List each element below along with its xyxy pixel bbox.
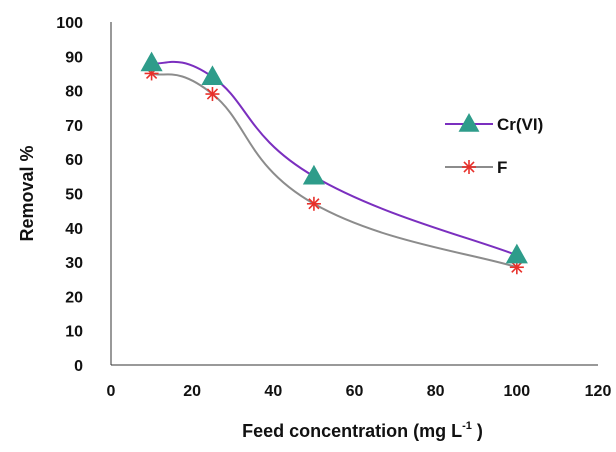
x-tick-label: 80 <box>427 383 445 400</box>
data-point-triangle <box>201 65 224 86</box>
data-point-triangle <box>302 164 325 185</box>
y-tick-labels: 0 10 20 30 40 50 60 70 80 90 100 <box>56 15 83 375</box>
y-tick-label: 20 <box>65 289 83 306</box>
y-tick-label: 50 <box>65 187 83 204</box>
x-tick-label: 100 <box>503 383 530 400</box>
legend-item: F <box>445 158 507 177</box>
legend-marker-triangle <box>458 113 480 132</box>
data-point-asterisk <box>306 196 321 211</box>
data-point-asterisk <box>205 87 220 102</box>
legend-marker-asterisk <box>462 160 476 174</box>
y-tick-label: 60 <box>65 152 83 169</box>
x-axis-title: Feed concentration (mg L-1 ) <box>242 420 483 441</box>
series-line <box>151 72 518 269</box>
x-tick-label: 0 <box>107 383 116 400</box>
y-tick-label: 30 <box>65 255 83 272</box>
y-tick-label: 90 <box>65 49 83 66</box>
y-tick-label: 80 <box>65 84 83 101</box>
data-point-triangle <box>505 243 528 264</box>
data-point-triangle <box>140 51 163 72</box>
x-tick-label: 40 <box>264 383 282 400</box>
y-tick-label: 100 <box>56 15 83 32</box>
y-tick-label: 10 <box>65 324 83 341</box>
series <box>140 51 528 275</box>
x-tick-label: 120 <box>585 383 612 400</box>
legend: Cr(VI) F <box>445 113 543 177</box>
series-line <box>151 60 518 257</box>
y-tick-label: 0 <box>74 358 83 375</box>
y-tick-label: 70 <box>65 118 83 135</box>
y-tick-label: 40 <box>65 221 83 238</box>
x-tick-label: 60 <box>346 383 364 400</box>
legend-label: Cr(VI) <box>497 115 543 134</box>
x-tick-labels: 0 20 40 60 80 100 120 <box>107 383 612 400</box>
x-tick-label: 20 <box>183 383 201 400</box>
axes <box>110 22 598 366</box>
legend-label: F <box>497 158 507 177</box>
legend-item: Cr(VI) <box>445 113 543 134</box>
y-axis-title: Removal % <box>17 145 37 241</box>
